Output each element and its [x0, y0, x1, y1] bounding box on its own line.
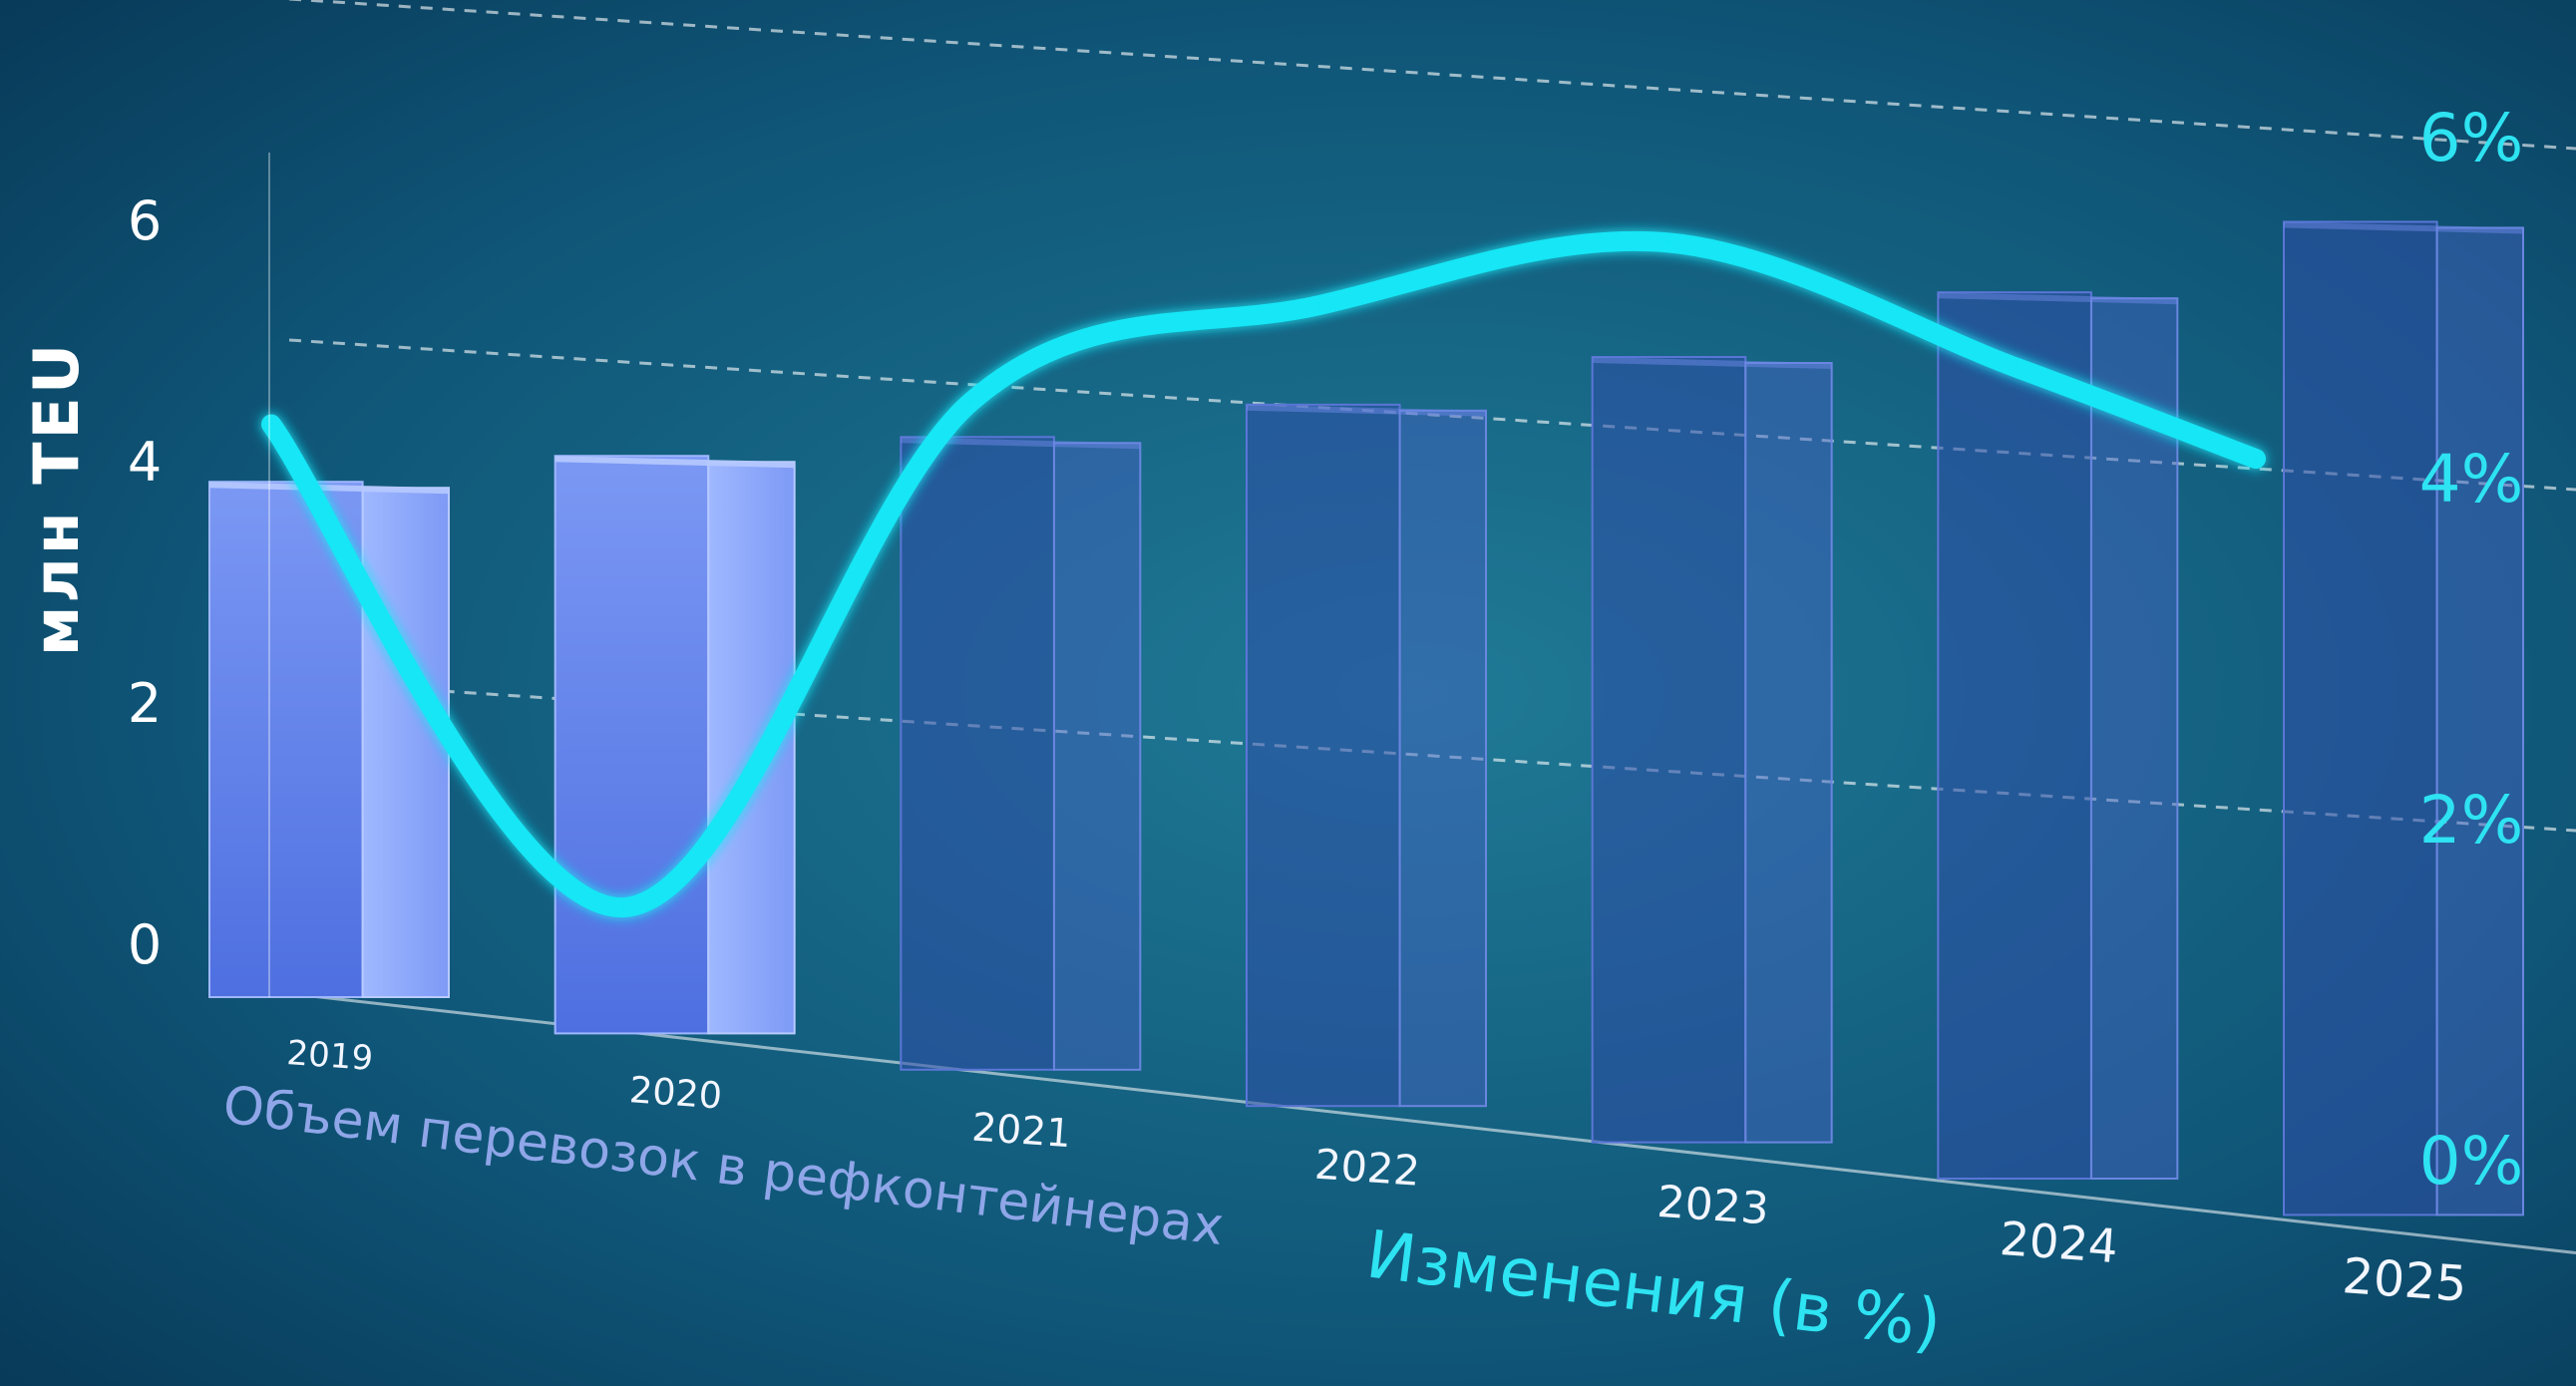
bar-side — [2089, 297, 2179, 1180]
bars-layer — [208, 220, 2525, 1216]
line-point — [968, 399, 974, 405]
right-tick-label: 2% — [2419, 782, 2524, 859]
bar — [1591, 356, 1833, 1144]
right-tick-label: 4% — [2419, 441, 2524, 518]
grid-line — [288, 0, 2576, 151]
bar — [208, 481, 451, 999]
y-axis-title: млн TEU — [20, 341, 93, 657]
bar-top — [1247, 404, 1486, 417]
bar-side — [1744, 362, 1833, 1144]
line-point — [1665, 239, 1671, 245]
left-tick-label: 2 — [128, 672, 162, 735]
bar-side — [1052, 442, 1142, 1071]
x-tick-label: 2023 — [1656, 1177, 1770, 1235]
bar-top — [1592, 357, 1832, 370]
bar — [553, 455, 796, 1035]
bar — [1937, 291, 2179, 1180]
x-tick-label: 2021 — [970, 1105, 1072, 1157]
bar-top — [209, 482, 449, 495]
line-point — [2253, 456, 2259, 462]
x-axis-labels: 2019 2020 2021 2022 2023 2024 2025 — [285, 1033, 2468, 1313]
bar-front — [1246, 403, 1401, 1108]
x-tick-label: 2022 — [1313, 1140, 1422, 1196]
left-tick-label: 0 — [128, 913, 162, 976]
bar-front — [1591, 356, 1747, 1144]
left-axis: 0 2 4 6 — [128, 153, 270, 997]
left-tick-label: 6 — [128, 189, 162, 252]
x-tick-label: 2025 — [2341, 1247, 2468, 1313]
line-point — [2014, 365, 2020, 371]
line-point — [619, 904, 625, 910]
bar — [900, 436, 1142, 1071]
bar — [1246, 403, 1487, 1108]
left-tick-label: 4 — [128, 431, 162, 494]
x-tick-label: 2019 — [285, 1033, 374, 1079]
bar-top — [2284, 221, 2523, 234]
bar — [2283, 220, 2525, 1216]
bar-front — [2283, 220, 2438, 1216]
bar-front — [900, 436, 1055, 1071]
line-layer — [261, 230, 2266, 918]
bar-front — [553, 455, 710, 1035]
right-tick-label: 6% — [2419, 100, 2524, 176]
bar-side — [361, 487, 451, 998]
right-axis: 0% 2% 4% 6% — [2419, 100, 2524, 1200]
bar-side — [1398, 409, 1487, 1108]
line-point — [1316, 302, 1322, 308]
right-tick-label: 0% — [2419, 1123, 2524, 1200]
bar-top — [901, 437, 1141, 450]
bar-front — [1937, 291, 2092, 1180]
x-tick-label: 2024 — [1999, 1212, 2120, 1273]
bar-side — [2435, 226, 2525, 1216]
bar-top — [554, 456, 795, 469]
change-line — [261, 230, 2266, 918]
bar-top — [1938, 292, 2178, 305]
bar-side — [707, 461, 796, 1035]
x-tick-label: 2020 — [628, 1068, 724, 1117]
bar-front — [208, 481, 364, 999]
